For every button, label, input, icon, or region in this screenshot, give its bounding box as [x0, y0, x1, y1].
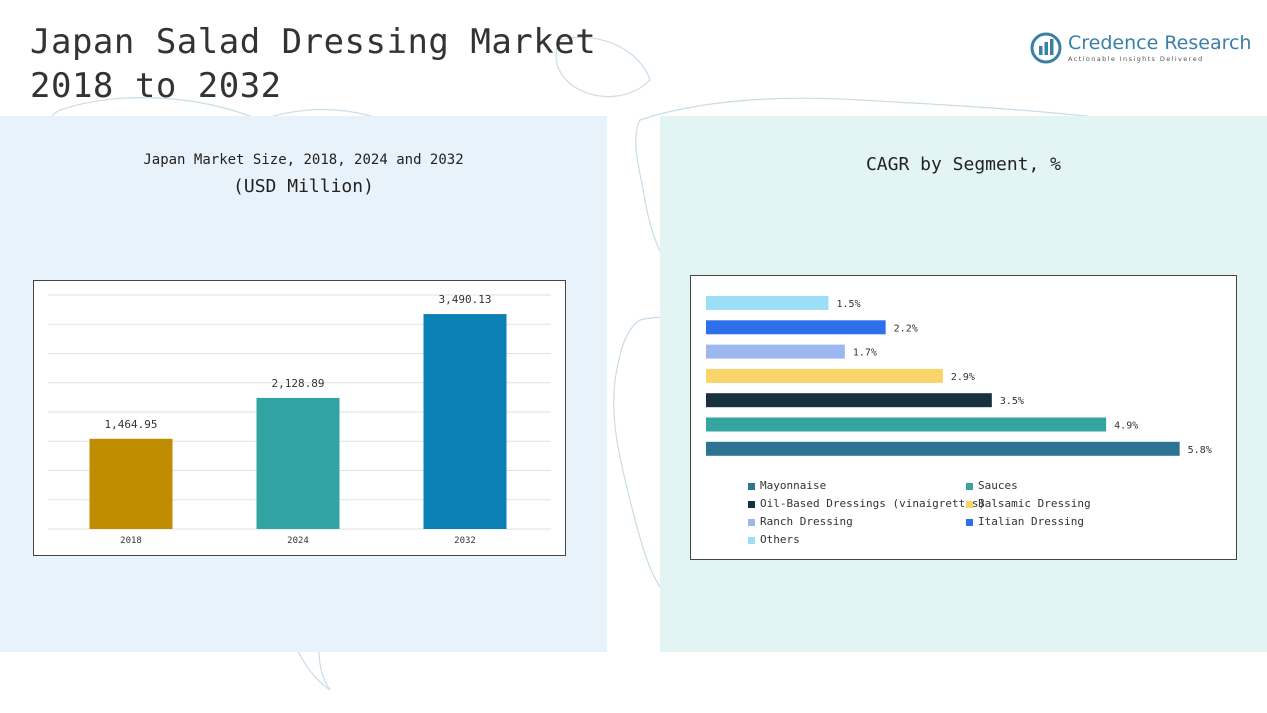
bar-mayonnaise [706, 441, 1180, 456]
legend-item-ranch-dressing: Ranch Dressing [748, 515, 853, 528]
legend-item-sauces: Sauces [966, 479, 1018, 492]
credence-research-logo: Credence Research Actionable Insights De… [1030, 30, 1251, 66]
legend-label: Italian Dressing [978, 515, 1084, 528]
tick-label-2018: 2018 [120, 536, 142, 546]
legend-label: Mayonnaise [760, 479, 827, 492]
legend-item-balsamic-dressing: Balsamic Dressing [966, 497, 1091, 510]
legend-swatch [966, 482, 973, 490]
bar-2024 [256, 397, 340, 529]
value-label-ranch-dressing: 1.7% [853, 348, 877, 359]
legend-swatch [966, 500, 973, 508]
legend-swatch [966, 518, 973, 526]
value-label-others: 1.5% [837, 299, 861, 310]
legend-label: Balsamic Dressing [978, 497, 1091, 510]
value-label-mayonnaise: 5.8% [1188, 445, 1212, 456]
value-label-2024: 2,128.89 [272, 377, 325, 390]
legend-swatch [748, 500, 755, 508]
cagr-bar-chart: 1.5% 2.2% 1.7% 2.9% 3.5% 4.9% 5.8% [706, 296, 1212, 456]
legend-label: Ranch Dressing [760, 515, 853, 528]
bar-2032 [423, 314, 507, 529]
legend-item-mayonnaise: Mayonnaise [748, 479, 826, 492]
legend-swatch [748, 518, 755, 526]
value-label-balsamic-dressing: 2.9% [951, 372, 975, 383]
legend-label: Sauces [978, 479, 1018, 492]
logo-icon [1030, 32, 1062, 64]
market-size-bar-chart: 1,464.95 2018 2,128.89 2024 3,490.13 2032 [48, 293, 551, 546]
bar-others [706, 296, 829, 310]
title-line-1: Japan Salad Dressing Market [30, 22, 597, 62]
cagr-title: CAGR by Segment, % [865, 154, 1062, 175]
value-label-sauces: 4.9% [1114, 421, 1138, 432]
value-label-oil-based-dressings-vinaigrettes: 3.5% [1000, 396, 1024, 407]
bar-italian-dressing [706, 320, 886, 335]
market-size-unit: (USD Million) [233, 176, 374, 197]
legend-item-others: Others [748, 533, 800, 546]
value-label-italian-dressing: 2.2% [894, 323, 918, 334]
legend-label: Oil-Based Dressings (vinaigrettes) [760, 497, 986, 510]
legend-label: Others [760, 533, 800, 546]
value-label-2018: 1,464.95 [105, 418, 158, 431]
bar-oil-based-dressings-vinaigrettes [706, 393, 992, 408]
legend-swatch [748, 482, 755, 490]
logo-name: Credence Research [1068, 32, 1252, 54]
bar-2018 [89, 438, 173, 529]
title-line-2: 2018 to 2032 [30, 66, 282, 106]
legend-item-italian-dressing: Italian Dressing [966, 515, 1084, 528]
legend-swatch [748, 536, 755, 544]
bar-ranch-dressing [706, 344, 845, 359]
market-size-chart-frame: 1,464.95 2018 2,128.89 2024 3,490.13 2032 [33, 280, 566, 556]
value-label-2032: 3,490.13 [439, 293, 492, 306]
tick-label-2024: 2024 [287, 536, 309, 546]
page-title: Japan Salad Dressing Market 2018 to 2032 [30, 20, 596, 108]
legend-item-oil-based-dressings-vinaigrettes: Oil-Based Dressings (vinaigrettes) [748, 497, 985, 510]
bar-balsamic-dressing [706, 368, 943, 383]
market-size-subtitle: Japan Market Size, 2018, 2024 and 2032 [143, 152, 464, 168]
cagr-chart-frame: 1.5% 2.2% 1.7% 2.9% 3.5% 4.9% 5.8% [690, 275, 1237, 560]
tick-label-2032: 2032 [454, 536, 476, 546]
logo-tagline: Actionable Insights Delivered [1068, 55, 1204, 63]
bar-sauces [706, 417, 1107, 432]
